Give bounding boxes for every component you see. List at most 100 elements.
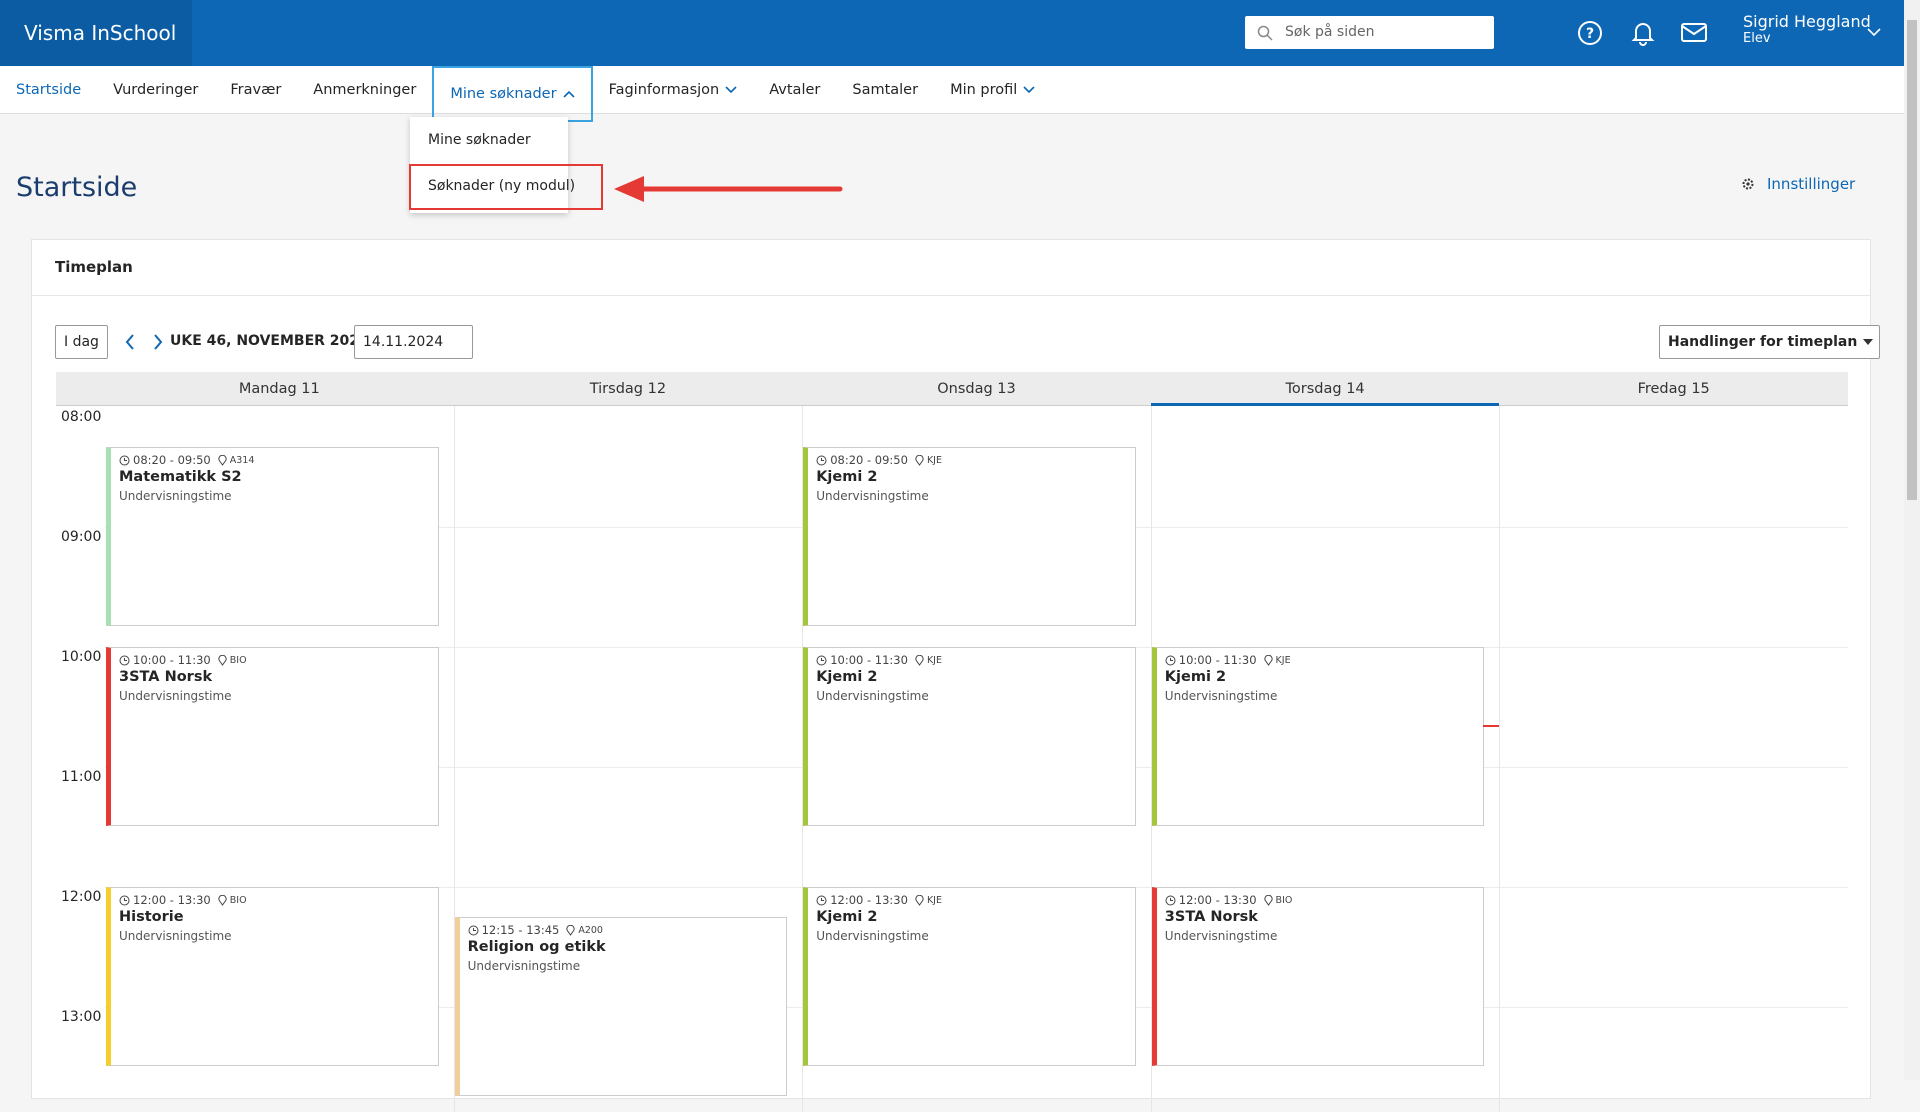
lesson-room: KJE bbox=[1275, 654, 1291, 666]
search-placeholder: Søk på siden bbox=[1285, 24, 1375, 40]
clock-icon bbox=[816, 455, 827, 465]
lesson[interactable]: 12:00 - 13:30 BIO 3STA Norsk Undervisningst… bbox=[1151, 887, 1485, 1066]
nav-item[interactable]: Avtaler bbox=[753, 66, 836, 114]
lesson-time-row: 08:20 - 09:50 KJE bbox=[816, 453, 1127, 467]
timetable-panel: Timeplan I dag UKE 46, NOVEMBER 2024 14.… bbox=[31, 239, 1881, 1112]
lesson-time-row: 12:15 - 13:45 A200 bbox=[468, 923, 779, 937]
lesson-title: 3STA Norsk bbox=[1164, 909, 1258, 925]
lesson-time: 12:00 - 13:30 bbox=[830, 893, 908, 907]
caret bbox=[1863, 339, 1874, 345]
today-button[interactable]: I dag bbox=[55, 325, 108, 359]
highlight-box bbox=[409, 164, 603, 210]
nav-label: Min profil bbox=[950, 81, 1018, 98]
clock-icon bbox=[119, 655, 130, 665]
panel-title: Timeplan bbox=[55, 258, 133, 276]
scrollbar bbox=[1904, 0, 1920, 1080]
lesson-kind: Undervisningstime bbox=[1164, 689, 1278, 703]
day-column-line bbox=[1150, 406, 1152, 1112]
day-header: Onsdag 13 bbox=[937, 381, 1016, 397]
panel-divider bbox=[32, 295, 1870, 296]
hour-label: 10:00 bbox=[61, 649, 102, 665]
date-input[interactable]: 14.11.2024 bbox=[354, 325, 473, 359]
lesson[interactable]: 10:00 - 11:30 KJE Kjemi 2 Undervisningstime bbox=[803, 647, 1136, 826]
lesson-time: 12:15 - 13:45 bbox=[481, 923, 560, 937]
day-header: Mandag 11 bbox=[238, 381, 320, 397]
nav-item[interactable]: Min profil bbox=[934, 66, 1051, 114]
room-icon bbox=[218, 454, 227, 466]
dropdown-item[interactable]: Søknader (ny modul) bbox=[428, 178, 576, 194]
lesson-kind: Undervisningstime bbox=[1164, 929, 1278, 943]
day-header: Torsdag 14 bbox=[1150, 372, 1500, 406]
lesson[interactable]: 12:00 - 13:30 BIO Historie Undervisningstim… bbox=[106, 887, 439, 1066]
svg-text:?: ? bbox=[1586, 26, 1594, 42]
nav-label: Mine søknader bbox=[450, 85, 557, 102]
dropdown-item[interactable]: Mine søknader bbox=[428, 132, 531, 148]
help-icon[interactable]: ? bbox=[1576, 19, 1604, 47]
lesson-title: Matematikk S2 bbox=[119, 469, 242, 485]
lesson-time-row: 12:00 - 13:30 KJE bbox=[816, 893, 1127, 907]
hour-label: 13:00 bbox=[61, 1009, 102, 1025]
user-menu[interactable]: Sigrid Heggland Elev bbox=[1743, 12, 1871, 46]
lesson-room: BIO bbox=[229, 654, 247, 666]
nav-item[interactable]: Vurderinger bbox=[97, 66, 214, 114]
week-arrows[interactable] bbox=[124, 333, 164, 351]
lesson-time: 12:00 - 13:30 bbox=[133, 893, 211, 907]
lesson-time-row: 10:00 - 11:30 BIO bbox=[119, 653, 430, 667]
lesson-time-row: 10:00 - 11:30 KJE bbox=[1165, 653, 1476, 667]
actions-button[interactable]: Handlinger for timeplan bbox=[1659, 325, 1881, 359]
day-header-row bbox=[56, 372, 1848, 406]
room-icon bbox=[1263, 654, 1273, 666]
lesson-time: 10:00 - 11:30 bbox=[1178, 653, 1257, 667]
nav-item[interactable]: Samtaler bbox=[836, 66, 934, 114]
scrollbar-thumb[interactable] bbox=[1907, 20, 1917, 500]
lesson-title: Religion og etikk bbox=[467, 939, 606, 955]
settings-link[interactable]: Innstillinger bbox=[1767, 175, 1856, 193]
lesson-title: Kjemi 2 bbox=[816, 469, 878, 485]
clock-icon bbox=[119, 895, 130, 905]
lesson-title: Kjemi 2 bbox=[816, 669, 878, 685]
room-icon bbox=[218, 894, 227, 906]
clock-icon bbox=[816, 895, 827, 905]
lesson-title: Kjemi 2 bbox=[1164, 669, 1227, 685]
nav-label: Fravær bbox=[230, 81, 282, 98]
current-time-marker bbox=[1483, 725, 1500, 727]
settings-icon bbox=[1742, 178, 1754, 190]
lesson-kind: Undervisningstime bbox=[816, 489, 929, 503]
messages-icon[interactable] bbox=[1680, 21, 1708, 45]
clock-icon bbox=[1165, 895, 1176, 905]
search-box[interactable]: Søk på siden bbox=[1245, 16, 1494, 49]
lesson-title: Historie bbox=[119, 909, 184, 925]
lesson-title: Kjemi 2 bbox=[816, 909, 878, 925]
lesson-room: A314 bbox=[229, 454, 255, 466]
lesson[interactable]: 10:00 - 11:30 BIO 3STA Norsk Undervisningst… bbox=[106, 647, 439, 826]
lesson-room: KJE bbox=[926, 894, 942, 906]
nav-item[interactable]: Anmerkninger bbox=[297, 66, 432, 114]
nav-item[interactable]: Faginformasjon bbox=[593, 66, 754, 114]
lesson[interactable]: 10:00 - 11:30 KJE Kjemi 2 Undervisningstime bbox=[1151, 647, 1485, 826]
actions-label: Handlinger for timeplan bbox=[1668, 334, 1858, 350]
lesson-room: KJE bbox=[926, 454, 942, 466]
lesson[interactable]: 12:15 - 13:45 A200 Religion og etikk Underv… bbox=[454, 917, 788, 1096]
lesson[interactable]: 12:00 - 13:30 KJE Kjemi 2 Undervisningstime bbox=[803, 887, 1136, 1066]
notifications-icon[interactable] bbox=[1630, 19, 1656, 47]
lesson[interactable]: 08:20 - 09:50 A314 Matematikk S2 Undervisni… bbox=[106, 447, 439, 626]
room-icon bbox=[915, 454, 924, 466]
nav-label: Samtaler bbox=[852, 81, 919, 98]
nav-item[interactable]: Fravær bbox=[214, 66, 297, 114]
lesson-time-row: 12:00 - 13:30 BIO bbox=[119, 893, 430, 907]
hour-label: 12:00 bbox=[61, 889, 102, 905]
search-icon bbox=[1257, 25, 1273, 41]
chevron bbox=[1023, 85, 1035, 93]
page-title: Startside bbox=[16, 172, 138, 203]
clock-icon bbox=[1165, 655, 1176, 665]
nav-item[interactable]: Startside bbox=[0, 66, 97, 114]
lesson-time-row: 08:20 - 09:50 A314 bbox=[119, 453, 430, 467]
lesson-room: BIO bbox=[229, 894, 247, 906]
lesson[interactable]: 08:20 - 09:50 KJE Kjemi 2 Undervisningstime bbox=[803, 447, 1136, 626]
lesson-room: KJE bbox=[926, 654, 942, 666]
nav-label: Vurderinger bbox=[113, 81, 199, 98]
app-name[interactable]: Visma InSchool bbox=[0, 0, 192, 66]
room-icon bbox=[915, 894, 924, 906]
lesson-time: 12:00 - 13:30 bbox=[1178, 893, 1257, 907]
nav-item[interactable]: Mine søknader bbox=[432, 65, 593, 122]
